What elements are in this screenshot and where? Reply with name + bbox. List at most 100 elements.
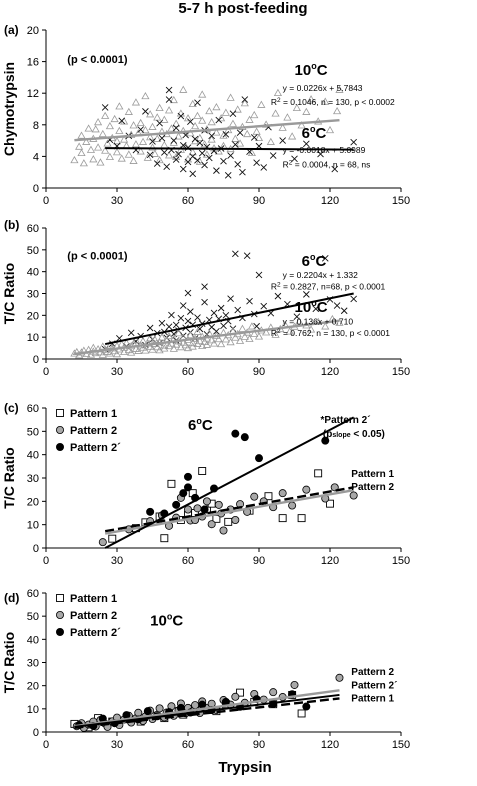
x-tick-label: 60 bbox=[182, 195, 194, 207]
y-tick-label: 4 bbox=[33, 151, 39, 163]
data-point-cross bbox=[201, 283, 208, 291]
data-point-square bbox=[278, 514, 287, 523]
panels: (a) 0 4 8 12 16 20 0 30 60 90 120 150 Chymotrypsin (p … bbox=[1, 23, 410, 751]
annotation-label: R2 = 0.2827, n=68, p < 0.0001 bbox=[271, 282, 386, 292]
data-point-cross bbox=[189, 170, 197, 178]
data-point-triangle bbox=[188, 99, 197, 108]
legend-label: Pattern 2´ bbox=[70, 442, 121, 454]
data-point-cross bbox=[333, 302, 341, 309]
data-point-cross bbox=[175, 150, 182, 158]
data-point-triangle bbox=[245, 115, 254, 123]
y-tick-label: 12 bbox=[27, 88, 39, 100]
data-point-triangle bbox=[198, 332, 207, 340]
data-point-cross bbox=[163, 163, 171, 170]
x-tick-label: 150 bbox=[392, 195, 410, 207]
x-tick-label: 60 bbox=[182, 739, 194, 751]
data-point-triangle bbox=[297, 121, 306, 129]
data-point-cross bbox=[210, 309, 218, 317]
x-tick-label: 60 bbox=[182, 555, 194, 567]
data-point-cross bbox=[215, 116, 223, 124]
data-point-grey-circle bbox=[207, 520, 216, 529]
data-point-square bbox=[167, 479, 176, 488]
y-tick-label: 16 bbox=[27, 57, 39, 69]
data-point-triangle bbox=[160, 341, 169, 349]
data-point-triangle bbox=[146, 334, 155, 342]
y-tick-label: 20 bbox=[27, 310, 39, 322]
x-tick-label: 0 bbox=[43, 366, 49, 378]
data-point-triangle bbox=[136, 118, 145, 127]
data-point-triangle bbox=[292, 103, 301, 112]
data-point-cross bbox=[194, 314, 201, 321]
data-point-triangle bbox=[333, 106, 342, 115]
data-point-triangle bbox=[112, 136, 122, 145]
data-point-cross bbox=[213, 167, 220, 174]
panel-label: (b) bbox=[4, 218, 19, 232]
data-point-triangle bbox=[136, 147, 145, 155]
data-point-triangle bbox=[172, 119, 181, 127]
data-point-cross bbox=[172, 156, 180, 163]
y-tick-label: 40 bbox=[27, 267, 39, 279]
y-axis-label: T/C Ratio bbox=[1, 263, 17, 324]
data-point-grey-circle bbox=[231, 516, 240, 525]
data-point-cross bbox=[158, 319, 166, 327]
data-point-triangle bbox=[200, 337, 209, 345]
data-point-black-circle bbox=[183, 483, 192, 492]
note-pslope: (pslope < 0.05) bbox=[323, 429, 385, 440]
data-point-triangle bbox=[112, 350, 122, 358]
data-point-grey-circle bbox=[290, 680, 299, 689]
x-tick-label: 30 bbox=[111, 555, 123, 567]
y-tick-label: 50 bbox=[27, 245, 39, 257]
x-tick-label: 90 bbox=[253, 555, 265, 567]
legend: Pattern 1 Pattern 2 Pattern 2´ bbox=[56, 593, 121, 639]
data-point-black-circle bbox=[146, 507, 155, 516]
data-point-triangle bbox=[321, 97, 330, 105]
panel-d: (d) 0 10 20 30 40 50 60 0 30 60 90 120 150 T/C Ratio Pa… bbox=[1, 588, 410, 751]
data-point-triangle bbox=[193, 111, 202, 119]
data-point-cross bbox=[179, 142, 187, 149]
data-point-triangle bbox=[335, 85, 344, 93]
y-tick-label: 10 bbox=[27, 332, 39, 344]
x-axis-label: Trypsin bbox=[218, 759, 271, 776]
data-point-triangle bbox=[174, 329, 183, 337]
data-point-cross bbox=[170, 137, 178, 144]
annotation-label: R2 = 0.762, n = 130, p < 0.0001 bbox=[271, 328, 390, 338]
data-point-square bbox=[56, 409, 64, 417]
data-point-triangle bbox=[124, 107, 133, 115]
data-point-triangle bbox=[122, 338, 131, 347]
data-point-grey-circle bbox=[330, 483, 339, 492]
data-point-triangle bbox=[235, 336, 245, 344]
annotation-label: 6oC bbox=[302, 124, 327, 142]
data-point-triangle bbox=[209, 339, 219, 347]
data-point-triangle bbox=[226, 337, 235, 346]
data-point-triangle bbox=[131, 336, 141, 344]
data-point-triangle bbox=[205, 106, 214, 115]
data-point-cross bbox=[149, 138, 156, 145]
data-point-triangle bbox=[252, 127, 261, 135]
data-point-triangle bbox=[141, 125, 150, 134]
data-point-cross bbox=[224, 172, 232, 179]
data-point-triangle bbox=[127, 348, 136, 356]
data-point-black-circle bbox=[143, 707, 152, 716]
data-point-triangle bbox=[91, 348, 100, 357]
data-point-triangle bbox=[193, 327, 202, 335]
annotation-label: 10oC bbox=[295, 298, 328, 316]
data-point-black-circle bbox=[231, 429, 240, 438]
data-point-triangle bbox=[207, 135, 216, 143]
data-point-triangle bbox=[183, 343, 193, 352]
data-point-triangle bbox=[96, 158, 105, 166]
data-point-triangle bbox=[117, 154, 126, 162]
data-point-triangle bbox=[288, 132, 297, 140]
y-tick-label: 30 bbox=[27, 289, 39, 301]
data-point-triangle bbox=[98, 129, 107, 138]
data-point-triangle bbox=[202, 340, 212, 348]
data-point-triangle bbox=[306, 325, 316, 333]
data-point-cross bbox=[146, 324, 154, 332]
data-point-triangle bbox=[150, 335, 159, 343]
data-point-grey-circle bbox=[278, 489, 287, 498]
data-point-cross bbox=[213, 327, 220, 335]
data-point-cross bbox=[232, 141, 239, 148]
data-point-cross bbox=[260, 302, 268, 310]
regression-line bbox=[105, 147, 354, 151]
panel-label: (c) bbox=[4, 401, 19, 415]
y-tick-label: 0 bbox=[33, 183, 39, 195]
